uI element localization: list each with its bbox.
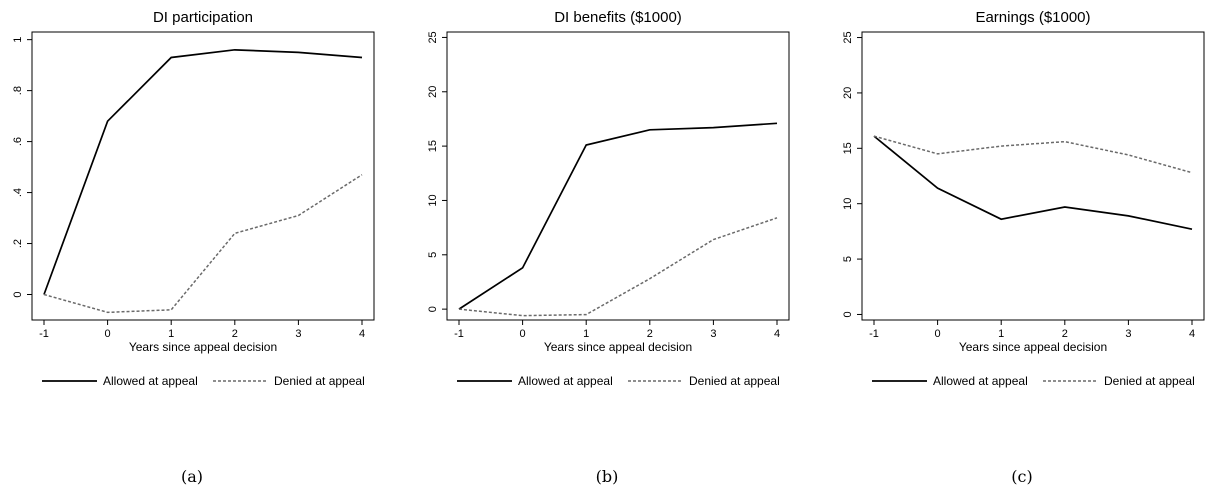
panel-title: Earnings ($1000) xyxy=(975,9,1090,26)
x-tick-label: 2 xyxy=(647,328,653,340)
panel-2: DI benefits ($1000) 0 5 10 15 20 25 -1 0 1 2 3 4 Year… xyxy=(427,9,790,486)
x-tick-label: 1 xyxy=(998,328,1004,340)
x-tick-label: 1 xyxy=(168,328,174,340)
legend-label-denied: Denied at appeal xyxy=(1104,374,1195,388)
panel-1: DI participation 0 .2 .4 .6 .8 1 -1 0 1 2 3 4 Years s… xyxy=(12,9,375,486)
x-tick-label: 2 xyxy=(232,328,238,340)
plot-frame xyxy=(31,31,375,321)
panel-3: Earnings ($1000) 0 5 10 15 20 25 -1 0 1 2 3 4 Years s… xyxy=(842,9,1205,486)
y-tick-label: 25 xyxy=(842,31,854,43)
x-tick-label: 4 xyxy=(359,328,365,340)
legend-label-denied: Denied at appeal xyxy=(274,374,365,388)
y-tick-label: 1 xyxy=(12,37,24,43)
x-tick-label: 2 xyxy=(1062,328,1068,340)
x-axis-title: Years since appeal decision xyxy=(544,340,692,354)
y-tick-label: 10 xyxy=(842,198,854,210)
panel-caption: (a) xyxy=(181,467,203,486)
y-tick-label: 20 xyxy=(842,87,854,99)
y-tick-label: .2 xyxy=(12,239,24,248)
x-axis-title: Years since appeal decision xyxy=(959,340,1107,354)
x-tick-label: 1 xyxy=(583,328,589,340)
y-tick-label: 20 xyxy=(427,86,439,98)
series-line-allowed xyxy=(458,122,778,310)
series-line-denied xyxy=(458,217,778,317)
x-tick-label: 4 xyxy=(774,328,780,340)
x-tick-label: 3 xyxy=(295,328,301,340)
x-tick-label: 0 xyxy=(935,328,941,340)
series-line-denied xyxy=(43,174,363,314)
x-tick-label: 0 xyxy=(520,328,526,340)
x-tick-label: 3 xyxy=(710,328,716,340)
x-tick-label: 0 xyxy=(105,328,111,340)
legend-label-allowed: Allowed at appeal xyxy=(933,374,1028,388)
y-tick-label: 10 xyxy=(427,194,439,206)
x-tick-label: 3 xyxy=(1125,328,1131,340)
y-tick-label: .6 xyxy=(12,137,24,146)
y-tick-label: 25 xyxy=(427,31,439,43)
x-tick-label: 4 xyxy=(1189,328,1195,340)
y-tick-label: 15 xyxy=(427,140,439,152)
panel-title: DI benefits ($1000) xyxy=(554,9,682,26)
y-tick-label: 5 xyxy=(842,256,854,262)
series-line-allowed xyxy=(873,135,1193,231)
series-line-allowed xyxy=(43,48,363,295)
x-tick-label: -1 xyxy=(869,328,879,340)
y-tick-label: 5 xyxy=(427,252,439,258)
panel-title: DI participation xyxy=(153,9,253,26)
plot-frame xyxy=(446,31,790,321)
legend-label-denied: Denied at appeal xyxy=(689,374,780,388)
legend-label-allowed: Allowed at appeal xyxy=(103,374,198,388)
panel-caption: (b) xyxy=(596,467,619,486)
y-tick-label: 15 xyxy=(842,142,854,154)
y-tick-label: 0 xyxy=(12,291,24,297)
y-tick-label: .4 xyxy=(12,188,24,197)
y-tick-label: .8 xyxy=(12,86,24,95)
y-tick-label: 0 xyxy=(842,311,854,317)
panel-caption: (c) xyxy=(1011,467,1032,486)
plot-frame xyxy=(861,31,1205,321)
series-line-denied xyxy=(873,135,1193,174)
x-tick-label: -1 xyxy=(454,328,464,340)
y-tick-label: 0 xyxy=(427,306,439,312)
legend-label-allowed: Allowed at appeal xyxy=(518,374,613,388)
x-axis-title: Years since appeal decision xyxy=(129,340,277,354)
x-tick-label: -1 xyxy=(39,328,49,340)
